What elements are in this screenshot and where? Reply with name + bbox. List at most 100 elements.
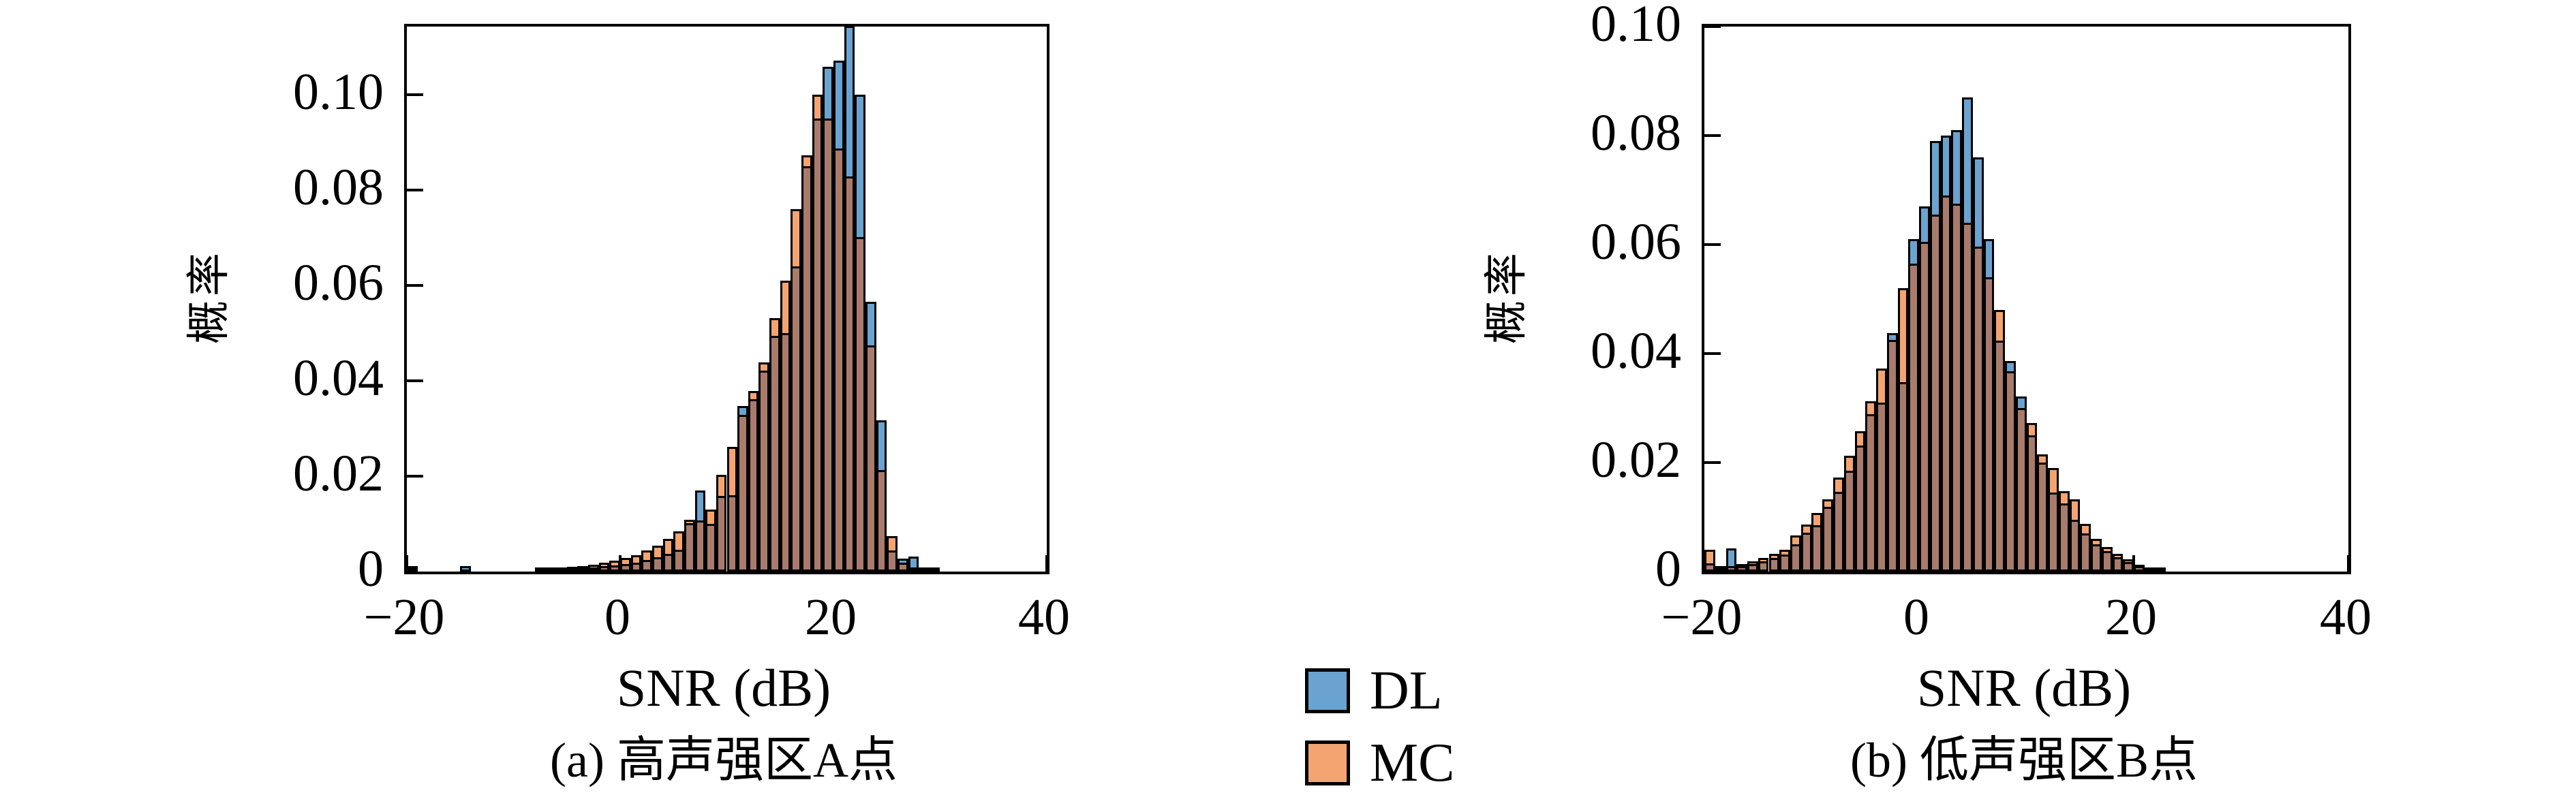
y-tick-mark xyxy=(1704,461,1721,464)
overlap-histogram-bar xyxy=(769,336,780,572)
overlap-histogram-bar xyxy=(1800,533,1812,572)
overlap-histogram-bar xyxy=(1876,403,1887,572)
overlap-histogram-bar xyxy=(2037,463,2048,572)
y-tick-label: 0.10 xyxy=(293,63,384,121)
overlap-histogram-bar xyxy=(2015,408,2027,572)
overlap-histogram-bar xyxy=(588,567,599,572)
overlap-histogram-bar xyxy=(748,399,759,572)
overlap-histogram-bar xyxy=(2080,533,2091,572)
overlap-histogram-bar xyxy=(641,560,652,572)
overlap-histogram-bar xyxy=(1886,340,1898,572)
overlap-histogram-bar xyxy=(407,567,418,572)
y-tick-mark xyxy=(407,93,423,97)
y-tick-mark xyxy=(407,189,423,192)
overlap-histogram-bar xyxy=(908,567,919,572)
overlap-histogram-bar xyxy=(1918,242,1930,572)
overlap-histogram-bar xyxy=(1908,264,1919,572)
overlap-histogram-bar xyxy=(566,567,578,572)
y-tick-label: 0.02 xyxy=(1591,431,1681,488)
y-tick-mark xyxy=(407,284,423,287)
overlap-histogram-bar xyxy=(1940,196,1952,572)
x-tick-label: 0 xyxy=(1903,589,1929,646)
overlap-histogram-bar xyxy=(897,563,908,572)
overlap-histogram-bar xyxy=(1715,567,1726,572)
legend-label-dl: DL xyxy=(1370,661,1443,721)
mc-color-swatch xyxy=(1305,741,1350,785)
y-tick-label: 0.04 xyxy=(1591,322,1681,379)
y-tick-mark xyxy=(1704,134,1721,137)
overlap-histogram-bar xyxy=(1833,492,1844,572)
x-tick-label: 20 xyxy=(2105,589,2157,646)
overlap-histogram-bar xyxy=(2069,520,2081,572)
overlap-histogram-bar xyxy=(855,237,865,572)
overlap-histogram-bar xyxy=(1736,566,1747,572)
legend: DL MC xyxy=(1295,661,1581,795)
overlap-histogram-bar xyxy=(876,469,887,572)
overlap-histogram-bar xyxy=(716,496,727,572)
overlap-histogram-bar xyxy=(887,550,898,572)
overlap-histogram-bar xyxy=(865,345,876,572)
overlap-histogram-bar xyxy=(2091,544,2102,572)
y-tick-label: 0.06 xyxy=(293,254,384,312)
overlap-histogram-bar xyxy=(630,562,642,572)
overlap-histogram-bar xyxy=(1779,555,1790,572)
histogram-b-plot xyxy=(1702,24,2351,574)
legend-label-mc: MC xyxy=(1370,733,1455,793)
overlap-histogram-bar xyxy=(780,333,791,572)
y-tick-label: 0.10 xyxy=(1591,0,1681,52)
overlap-histogram-bar xyxy=(2123,561,2134,572)
dl-histogram-bar xyxy=(556,567,567,572)
overlap-histogram-bar xyxy=(1768,558,1780,572)
overlap-histogram-bar xyxy=(1951,204,1962,572)
overlap-histogram-bar xyxy=(1811,525,1823,572)
overlap-histogram-bar xyxy=(577,567,589,572)
overlap-histogram-bar xyxy=(758,370,770,572)
overlap-histogram-bar xyxy=(1962,223,1973,572)
x-tick-label: 20 xyxy=(805,589,857,646)
overlap-histogram-bar xyxy=(2144,567,2156,572)
y-tick-label: 0.04 xyxy=(293,349,384,407)
overlap-histogram-bar xyxy=(1897,382,1909,572)
overlap-histogram-bar xyxy=(812,119,823,572)
overlap-histogram-bar xyxy=(705,524,716,572)
dl-histogram-bar xyxy=(534,567,546,572)
y-tick-mark xyxy=(407,475,423,478)
histogram-a-caption: (a) 高声强区A点 xyxy=(550,733,898,788)
overlap-histogram-bar xyxy=(2058,503,2070,572)
overlap-histogram-bar xyxy=(1983,277,1995,572)
histogram-b-xlabel: SNR (dB) xyxy=(1916,658,2132,717)
y-tick-label: 0.06 xyxy=(1591,213,1681,270)
overlap-histogram-bar xyxy=(619,563,631,572)
overlap-histogram-bar xyxy=(1994,340,2005,572)
overlap-histogram-bar xyxy=(1747,563,1758,572)
overlap-histogram-bar xyxy=(1822,506,1833,572)
overlap-histogram-bar xyxy=(801,166,812,572)
overlap-histogram-bar xyxy=(673,549,684,572)
histogram-b-caption: (b) 低声强区B点 xyxy=(1850,733,2198,788)
overlap-histogram-bar xyxy=(1972,247,1984,572)
overlap-histogram-bar xyxy=(1704,563,1715,572)
dl-histogram-bar xyxy=(460,565,471,572)
x-tick-mark xyxy=(2132,555,2135,572)
overlap-histogram-bar xyxy=(2112,557,2123,572)
dl-color-swatch xyxy=(1305,668,1350,713)
overlap-histogram-bar xyxy=(1843,471,1855,572)
x-tick-label: 40 xyxy=(1018,589,1070,646)
y-tick-mark xyxy=(1704,352,1721,355)
overlap-histogram-bar xyxy=(2026,435,2038,572)
y-tick-mark xyxy=(1704,243,1721,246)
overlap-histogram-bar xyxy=(1854,446,1866,572)
overlap-histogram-bar xyxy=(844,176,855,572)
x-tick-mark xyxy=(1045,555,1047,572)
overlap-histogram-bar xyxy=(833,149,844,572)
x-tick-label: 40 xyxy=(2320,589,2372,646)
x-tick-mark xyxy=(407,555,408,572)
overlap-histogram-bar xyxy=(737,415,748,572)
dl-histogram-bar xyxy=(929,567,940,572)
x-tick-label: 0 xyxy=(604,589,630,646)
histogram-a-xlabel: SNR (dB) xyxy=(616,658,831,717)
x-tick-label: −20 xyxy=(363,589,445,646)
overlap-histogram-bar xyxy=(1929,215,1941,572)
y-tick-label: 0.02 xyxy=(293,445,384,503)
